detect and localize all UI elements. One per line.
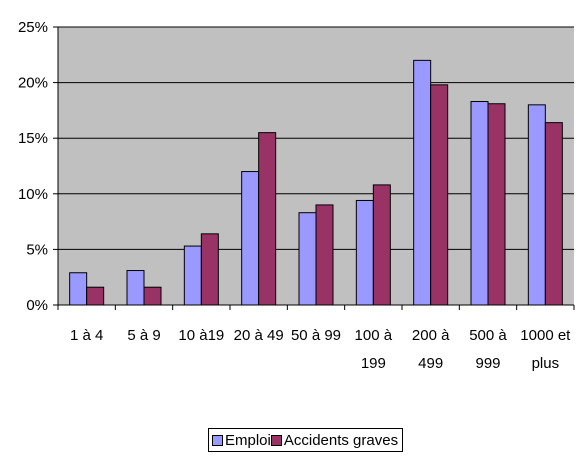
legend-entry-emploi: Emploi [212,432,271,449]
legend-swatch-accidents-graves [270,434,282,446]
x-tick-label: 200 à 499 [412,327,450,372]
bar-accidents-graves [430,84,449,306]
legend-label-accidents-graves: Accidents graves [283,431,399,449]
bar-accidents-graves [544,122,563,306]
x-tick-label: 50 à 99 [291,327,341,344]
bar-accidents-graves [200,233,219,306]
axes [53,26,575,310]
bar-emploi [413,59,432,306]
x-tick-label: 1 à 4 [70,327,103,344]
x-tick-label: 500 à 999 [469,327,507,372]
legend-swatch-emploi [212,434,223,446]
bar-accidents-graves [258,132,277,306]
y-tick-label: 0% [26,297,48,314]
bar-accidents-graves [487,103,506,306]
bar-emploi [470,101,489,306]
y-tick-label: 20% [18,75,48,92]
bar-emploi [183,245,202,306]
bar-emploi [298,212,317,306]
bar-accidents-graves [86,286,105,306]
y-tick-label: 10% [18,186,48,203]
y-tick-label: 15% [18,130,48,147]
x-tick-label: 20 à 49 [234,327,284,344]
bar-emploi [241,171,260,306]
legend-entry-accidents-graves: Accidents graves [270,431,399,449]
bar-emploi [69,272,88,306]
bar-emploi [126,270,145,306]
legend: Emploi Accidents graves [208,428,404,452]
y-tick-labels: 0% 5% 10% 15% 20% 25% [18,19,48,314]
x-tick-labels: 1 à 4 5 à 9 10 à19 20 à 49 50 à 99 100 à 199 20… [70,327,571,372]
legend-label-emploi: Emploi [225,431,271,449]
bar-accidents-graves [315,204,334,306]
x-tick-label: 100 à 199 [355,327,393,372]
y-tick-label: 5% [26,241,48,258]
x-tick-label: 1000 et plus [520,327,571,372]
x-tick-label: 10 à19 [178,327,224,344]
bar-emploi [355,199,374,306]
bar-accidents-graves [143,286,162,306]
y-tick-label: 25% [18,19,48,36]
bar-emploi [527,104,546,306]
bar-accidents-graves [372,184,391,306]
x-tick-label: 5 à 9 [127,327,160,344]
